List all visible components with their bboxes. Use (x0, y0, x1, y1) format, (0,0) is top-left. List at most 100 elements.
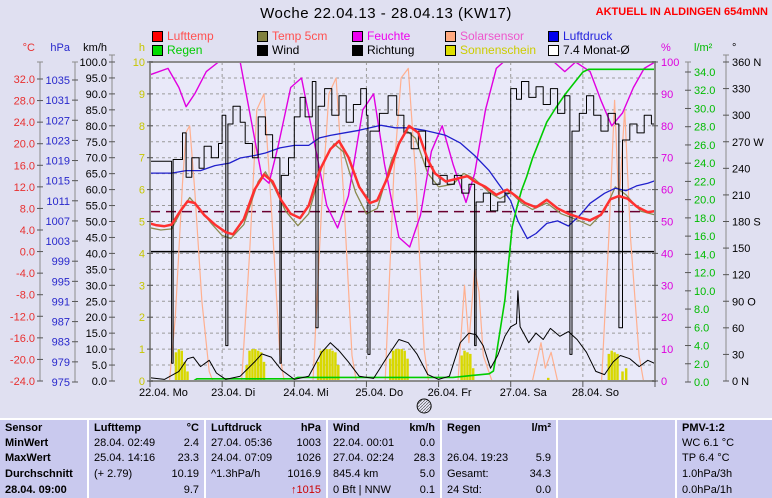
series-regen (150, 68, 655, 381)
legend-label: Lufttemp (167, 29, 214, 43)
axis-tick-label: -20.0 (10, 354, 35, 366)
x-tick-label: 23.04. Di (211, 387, 255, 399)
axis-tick-label: 90 (661, 89, 673, 101)
axis-tick-label: -4.0 (16, 268, 35, 280)
x-tick-label: 26.04. Fr (428, 387, 472, 399)
axis-tick-label: 20.0 (694, 195, 715, 207)
stat-cell-value: 28.3 (413, 452, 435, 464)
axis-tick-label: 270 W (732, 137, 764, 149)
stat-cell-value: 9.7 (183, 484, 199, 496)
axis-unit-lm2: l/m² (694, 42, 713, 54)
x-tick-label: 25.04. Do (355, 387, 403, 399)
axis-tick-label: 45.0 (86, 232, 107, 244)
stat-cell-text: 28.04. 02:49 (94, 437, 156, 449)
axis-tick-label: -8.0 (16, 290, 35, 302)
stat-cell-text: 27.04. 02:24 (333, 452, 395, 464)
axis-tick-label: 4.0 (20, 225, 35, 237)
y-axis-hpa: 1035 1031 1027 1023 1019 1015 1011 1007 1003 999 9… (46, 42, 78, 389)
legend-item-feuchte: Feuchte (352, 29, 410, 43)
stat-cell-text: Gesamt: (447, 468, 489, 480)
stat-cell-text: 22.04. 00:01 (333, 437, 395, 449)
legend-swatch (548, 44, 559, 56)
stat-cell-value: ↑1015 (291, 484, 321, 496)
legend-item-lufttemp: Lufttemp (152, 29, 214, 43)
axis-tick-label: 120 (732, 270, 750, 282)
row-label: 28.04. 09:00 (0, 482, 87, 498)
stat-cell-value: 1016.9 (287, 468, 321, 480)
column-header (558, 420, 675, 436)
axis-tick-label: 983 (52, 337, 70, 349)
stat-cell-text: 0 Bft | NNW (333, 484, 391, 496)
axis-tick-label: 30.0 (694, 103, 715, 115)
legend-label: Wind (272, 43, 300, 57)
axis-tick-label: 8.0 (694, 304, 709, 316)
axis-tick-label: 1019 (46, 156, 70, 168)
stat-cell-text: TP 6.4 °C (682, 452, 730, 464)
axis-tick-label: 16.0 (14, 160, 35, 172)
legend-swatch (257, 44, 268, 56)
column-header: Sensor (0, 420, 87, 436)
column-header-label: Lufttemp (94, 422, 142, 434)
axis-tick-label: 5.0 (92, 360, 107, 372)
axis-tick-label: -16.0 (10, 333, 35, 345)
axis-tick-label: 180 S (732, 217, 761, 229)
axis-tick-label: 1011 (46, 196, 70, 208)
axis-tick-label: 8 (139, 121, 145, 133)
axis-tick-label: 28.0 (694, 122, 715, 134)
axis-tick-label: 40.0 (86, 248, 107, 260)
stat-cell-value: 0.0 (419, 437, 435, 449)
axis-unit-hpa: hPa (50, 42, 70, 54)
axis-tick-label: -24.0 (10, 376, 35, 388)
legend-item-richtung: Richtung (352, 43, 414, 57)
axis-tick-label: 979 (52, 357, 70, 369)
axis-tick-label: 95.0 (86, 73, 107, 85)
y-axis-kmh: 100.0 95.0 90.0 85.0 80.0 75.0 70.0 65.0 60.0 55.… (79, 42, 115, 388)
axis-tick-label: 80 (661, 121, 673, 133)
y-axis-lm2: 34.0 32.0 30.0 28.0 26.0 24.0 22.0 20.0 18.0 16.0… (685, 42, 715, 389)
row-label: Durchschnitt (0, 466, 87, 482)
row-label-text: 28.04. 09:00 (5, 484, 67, 496)
axis-tick-label: 10 (133, 57, 145, 69)
legend-item-wind: Wind (257, 43, 300, 57)
stat-cell (442, 436, 556, 451)
axis-tick-label: 1015 (46, 176, 70, 188)
axis-tick-label: 10.0 (86, 344, 107, 356)
row-label-text: MaxWert (5, 452, 51, 464)
legend-swatch (257, 30, 268, 42)
stat-cell-text: 25.04. 14:16 (94, 452, 156, 464)
x-tick-label: 28.04. So (572, 387, 619, 399)
axis-tick-label: 2.0 (694, 359, 709, 371)
axis-tick-label: 80.0 (86, 121, 107, 133)
series-feuchte (150, 62, 655, 248)
axis-tick-label: 150 (732, 243, 750, 255)
legend-swatch (445, 44, 456, 56)
axis-tick-label: 1007 (46, 216, 70, 228)
legend-label: 7.4 Monat-Ø (563, 43, 630, 57)
legend-swatch (152, 44, 163, 56)
location-badge: AKTUELL IN ALDINGEN 654mNN (595, 6, 768, 18)
axis-tick-label: 32.0 (14, 74, 35, 86)
stat-cell-text: 845.4 km (333, 468, 379, 480)
stat-cell: 28.04. 02:49 2.4 (89, 436, 204, 451)
legend-swatch (548, 30, 559, 42)
axis-tick-label: 60 (661, 185, 673, 197)
stat-cell: 26.04. 19:23 5.9 (442, 451, 556, 466)
axis-unit-temp: °C (23, 42, 35, 54)
column-header-label: Sensor (5, 422, 43, 434)
stat-cell: 0 Bft | NNW 0.1 (328, 482, 440, 498)
legend-swatch (352, 44, 363, 56)
series-lufttemp (150, 124, 655, 236)
axis-unit-pct: % (661, 42, 671, 54)
axis-tick-label: 0.0 (20, 247, 35, 259)
stat-cell: (+ 2.79) 10.19 (89, 466, 204, 482)
axis-tick-label: 4 (139, 248, 145, 260)
legend-label: Regen (167, 43, 203, 57)
stat-cell-text: 24.04. 07:09 (211, 452, 273, 464)
column-header-unit: l/m² (531, 422, 551, 434)
axis-unit-dir: ° (732, 42, 736, 54)
axis-tick-label: 28.0 (14, 96, 35, 108)
stat-cell: 24 Std: 0.0 (442, 482, 556, 498)
stat-cell-text: (+ 2.79) (94, 468, 133, 480)
axis-tick-label: 0.0 (92, 376, 107, 388)
